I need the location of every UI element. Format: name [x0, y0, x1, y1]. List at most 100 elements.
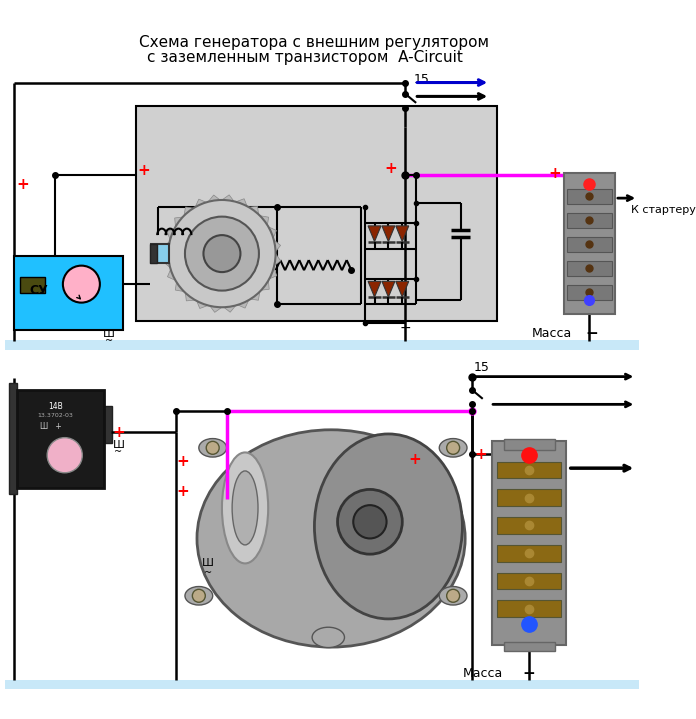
Bar [504, 642, 555, 651]
Circle shape [206, 441, 219, 454]
Bar [504, 439, 555, 449]
Text: +: + [177, 454, 189, 470]
Polygon shape [224, 306, 236, 312]
Polygon shape [396, 281, 409, 297]
Polygon shape [164, 255, 170, 267]
Text: −: − [400, 321, 411, 334]
Bar [492, 441, 566, 645]
Bar [497, 572, 562, 590]
Circle shape [63, 265, 100, 303]
Bar [567, 189, 612, 203]
Bar [567, 237, 612, 252]
Text: +: + [475, 446, 487, 462]
Polygon shape [222, 195, 234, 201]
Text: Ш   +: Ш + [40, 422, 62, 431]
Polygon shape [175, 217, 183, 226]
Text: 13.3702-03: 13.3702-03 [38, 413, 73, 418]
Text: Схема генератора с внешним регулятором: Схема генератора с внешним регулятором [139, 35, 489, 50]
Text: Ш: Ш [202, 559, 214, 569]
Text: ~: ~ [105, 336, 113, 346]
Polygon shape [237, 300, 248, 308]
Polygon shape [382, 226, 395, 242]
Ellipse shape [185, 587, 213, 605]
Text: +: + [137, 163, 150, 178]
Bar [497, 462, 562, 478]
Bar [564, 173, 615, 313]
Ellipse shape [312, 627, 345, 648]
Text: +: + [17, 177, 29, 192]
Polygon shape [167, 229, 175, 239]
Polygon shape [396, 226, 409, 242]
Bar [567, 261, 612, 276]
Bar [497, 545, 562, 562]
Bar [17, 390, 104, 487]
Circle shape [203, 235, 240, 272]
Text: +: + [177, 484, 189, 499]
Bar [150, 244, 157, 263]
Polygon shape [210, 306, 222, 312]
Text: +: + [408, 452, 420, 467]
Bar [104, 406, 112, 443]
Ellipse shape [315, 434, 462, 619]
Circle shape [354, 505, 386, 539]
Bar [567, 213, 612, 228]
Polygon shape [197, 301, 208, 308]
Bar [497, 490, 562, 506]
Text: 15: 15 [413, 73, 429, 86]
Bar [151, 244, 169, 263]
Polygon shape [269, 267, 277, 279]
Circle shape [447, 590, 459, 603]
Ellipse shape [197, 430, 465, 647]
Ellipse shape [199, 439, 227, 457]
Circle shape [338, 490, 402, 554]
Ellipse shape [232, 471, 258, 545]
Polygon shape [274, 239, 280, 252]
Polygon shape [269, 226, 276, 238]
Circle shape [192, 590, 205, 603]
Text: Масса: Масса [532, 326, 572, 339]
Text: Ш: Ш [103, 329, 115, 339]
Polygon shape [208, 195, 220, 202]
Bar [5, 680, 639, 690]
Polygon shape [274, 254, 280, 266]
Bar [5, 339, 639, 349]
Polygon shape [251, 291, 260, 301]
Text: +: + [112, 425, 125, 439]
Text: ~: ~ [204, 568, 212, 577]
Polygon shape [382, 281, 395, 297]
Bar [497, 517, 562, 533]
Circle shape [47, 438, 82, 473]
Circle shape [185, 216, 259, 290]
Bar [567, 285, 612, 300]
Polygon shape [368, 226, 381, 242]
Polygon shape [168, 270, 175, 280]
Bar [9, 383, 17, 494]
Bar [136, 106, 497, 321]
Text: Ш: Ш [113, 440, 125, 450]
Ellipse shape [439, 587, 467, 605]
Polygon shape [248, 206, 258, 214]
Text: −: − [523, 666, 535, 681]
Polygon shape [260, 216, 269, 225]
Polygon shape [236, 198, 247, 206]
Text: СУ: СУ [29, 284, 48, 297]
Text: 14В: 14В [48, 402, 63, 411]
Bar [497, 600, 562, 617]
Polygon shape [163, 242, 170, 254]
Polygon shape [368, 281, 381, 297]
Polygon shape [261, 280, 269, 290]
Ellipse shape [439, 439, 467, 457]
Bar [20, 277, 45, 293]
Text: К стартеру: К стартеру [631, 205, 695, 215]
Text: +: + [385, 161, 397, 176]
Circle shape [168, 200, 276, 307]
Text: Масса: Масса [462, 667, 503, 680]
Ellipse shape [222, 452, 268, 564]
Text: −: − [585, 326, 599, 341]
Text: ~: ~ [114, 447, 122, 457]
Polygon shape [195, 199, 206, 207]
Polygon shape [185, 293, 195, 301]
Text: +: + [548, 165, 561, 180]
Text: с заземленным транзистором  A-Circuit: с заземленным транзистором A-Circuit [148, 50, 463, 65]
Bar [14, 257, 123, 330]
